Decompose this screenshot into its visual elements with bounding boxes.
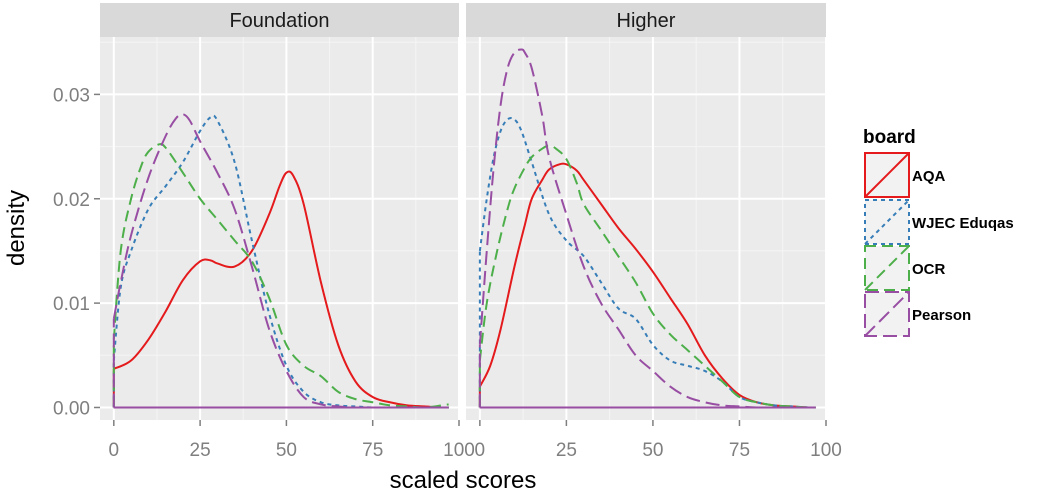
legend: board AQA WJEC Eduqas OCR Pearson (863, 127, 1014, 337)
gridlines-foundation (100, 37, 460, 420)
strip-label-higher: Higher (617, 10, 676, 32)
legend-swatch-line (864, 291, 910, 337)
density-line-ocr (478, 144, 816, 409)
density-line-wjec-eduqas (112, 114, 449, 409)
legend-swatch-line (864, 152, 910, 198)
legend-label: OCR (912, 261, 946, 278)
y-tick-label: 0.00 (53, 398, 90, 419)
plot-area-higher (466, 37, 826, 420)
strip-foundation (100, 3, 459, 37)
density-lines-higher (478, 48, 816, 409)
legend-title: board (863, 127, 916, 148)
legend-swatch-line (864, 199, 910, 245)
x-tick-label: 25 (190, 440, 211, 461)
legend-label: WJEC Eduqas (912, 215, 1014, 232)
y-tick-label: 0.01 (53, 294, 90, 315)
x-axis-title: scaled scores (390, 467, 537, 491)
density-line-pearson (478, 48, 816, 409)
legend-key-aqa: AQA (864, 152, 946, 198)
y-tick-label: 0.02 (53, 190, 90, 211)
strip-label-foundation: Foundation (229, 10, 329, 32)
x-tick-label: 0 (475, 440, 486, 461)
x-tick-label: 0 (109, 440, 120, 461)
density-line-ocr (112, 142, 449, 409)
density-lines-foundation (112, 113, 449, 409)
x-tick-label: 100 (810, 440, 842, 461)
x-tick-label: 75 (729, 440, 750, 461)
y-axis-title: density (3, 190, 30, 266)
density-line-wjec-eduqas (478, 117, 816, 409)
panel-foundation: Foundation (100, 3, 460, 420)
legend-label: Pearson (912, 307, 971, 324)
y-axis: 0.00 0.01 0.02 0.03 (53, 85, 100, 419)
legend-key-wjec-eduqas: WJEC Eduqas (864, 199, 1014, 245)
legend-swatch-line (864, 245, 910, 291)
x-tick-label: 75 (362, 440, 383, 461)
x-axis: 0 25 50 75 100 0 25 50 75 100 (109, 420, 842, 461)
legend-keys: AQA WJEC Eduqas OCR Pearson (864, 152, 1014, 337)
legend-label: AQA (912, 168, 946, 185)
density-line-pearson (112, 113, 449, 409)
panel-higher: Higher (466, 3, 827, 420)
legend-key-ocr: OCR (864, 245, 946, 291)
x-tick-label: 50 (642, 440, 663, 461)
legend-key-pearson: Pearson (864, 291, 971, 337)
x-tick-label: 25 (556, 440, 577, 461)
strip-higher (466, 3, 826, 37)
y-tick-label: 0.03 (53, 85, 90, 106)
x-tick-label: 100 (443, 440, 475, 461)
density-line-aqa (113, 170, 449, 409)
x-tick-label: 50 (276, 440, 297, 461)
